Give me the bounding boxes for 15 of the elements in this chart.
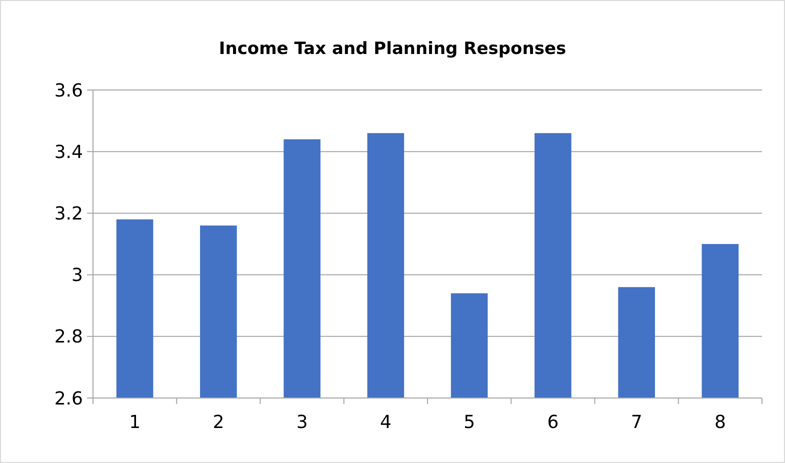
chart-title: Income Tax and Planning Responses [218,39,566,59]
x-tick-label: 3 [296,412,308,433]
y-tick-label: 3.6 [54,80,83,102]
x-tick-label: 2 [212,412,224,433]
y-tick-label: 2.6 [54,388,83,410]
y-tick-label: 3.2 [54,204,83,224]
y-tick-label: 3.4 [54,142,83,163]
x-tick-label: 6 [547,412,559,433]
y-tick-label: 2.8 [54,326,83,348]
x-tick-label: 1 [129,412,141,433]
x-tick-label: 5 [464,412,476,433]
x-tick-label: 4 [380,412,392,433]
x-tick-label: 7 [630,412,642,433]
y-tick-label: 3 [72,265,83,286]
x-tick-label: 8 [714,412,726,433]
